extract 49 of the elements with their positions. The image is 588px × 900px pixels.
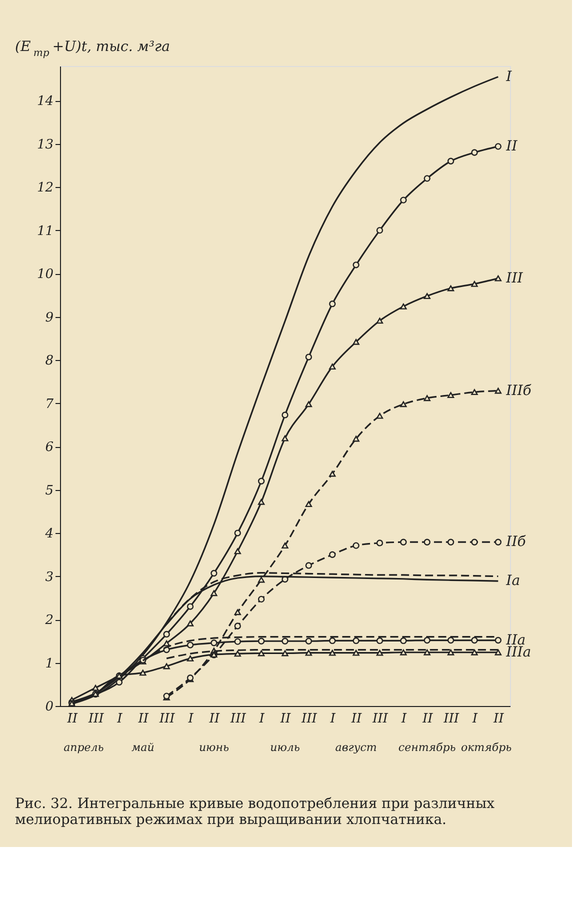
series-label: IIб — [505, 534, 526, 550]
x-tick-label: II — [137, 712, 150, 726]
y-tick-label: 14 — [36, 94, 54, 110]
text: июнь — [198, 741, 229, 754]
x-tick-label: II — [421, 712, 434, 726]
y-tick-label: 6 — [45, 440, 54, 456]
y-tick-label: 11 — [36, 224, 54, 239]
text: Рис. 32. Интегральные кривые водопотребления при различных мелиоративных режимах при выращивании хлопчатника. — [15, 796, 495, 828]
series-label: IIIб — [505, 382, 532, 399]
y-tick-label: 7 — [45, 396, 54, 412]
x-tick-label: I — [258, 712, 266, 726]
text: октябрь — [460, 741, 512, 754]
x-tick-label: I — [400, 712, 408, 726]
series-label: II — [505, 138, 518, 154]
x-tick-label: III — [158, 712, 176, 726]
y-tick-label: 5 — [45, 483, 54, 498]
y-tick-label: 8 — [45, 354, 54, 369]
x-tick-label: II — [492, 712, 505, 726]
text: июль — [270, 741, 300, 754]
y-tick-label: 10 — [36, 267, 54, 282]
x-tick-label: II — [350, 712, 363, 726]
x-tick-label: III — [229, 712, 247, 726]
x-tick-label: II — [66, 712, 78, 726]
y-tick-label: 12 — [36, 180, 54, 196]
x-tick-label: II — [279, 712, 292, 726]
x-tick-label: III — [442, 712, 460, 726]
series-label: III — [505, 270, 524, 286]
x-tick-label: I — [187, 712, 194, 726]
series-label: Iа — [505, 573, 520, 590]
y-tick-label: 9 — [45, 310, 54, 326]
y-tick-label: 1 — [45, 656, 54, 672]
y-tick-label: 2 — [44, 613, 54, 628]
x-tick-label: III — [87, 712, 105, 726]
x-tick-label: I — [329, 712, 336, 726]
x-tick-label: I — [116, 712, 124, 726]
x-tick-label: I — [471, 712, 478, 726]
y-tick-label: 3 — [45, 570, 54, 585]
text: апрель — [64, 741, 104, 754]
text: август — [335, 741, 377, 754]
text: сентябрь — [398, 741, 456, 754]
y-tick-label: 13 — [36, 137, 54, 152]
text: май — [132, 741, 154, 754]
y-tick-label: 4 — [44, 526, 54, 542]
x-tick-label: III — [372, 712, 389, 726]
series-label: I — [505, 68, 512, 85]
x-tick-label: II — [208, 712, 220, 726]
x-tick-label: III — [300, 712, 318, 726]
y-tick-label: 0 — [45, 700, 54, 714]
series-label: IIIа — [505, 644, 532, 660]
